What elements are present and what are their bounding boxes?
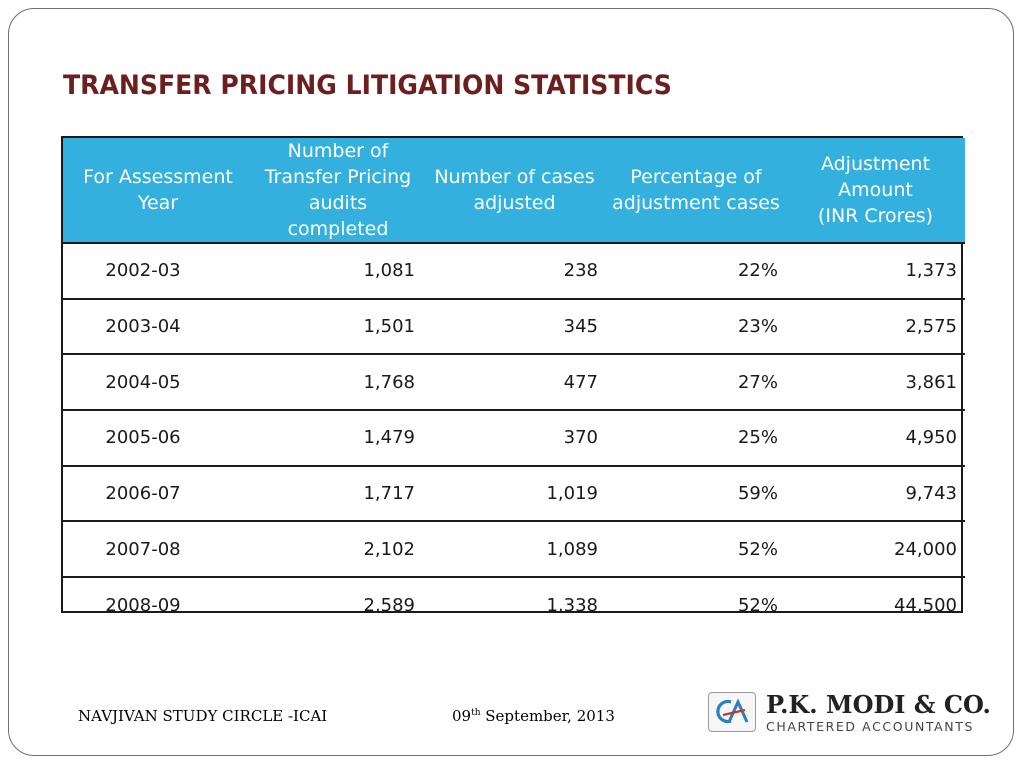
cell-audits-completed: 2,102 bbox=[253, 520, 423, 578]
cell-percentage: 52% bbox=[606, 520, 786, 578]
table-row: 2005-06 1,479 370 25% 4,950 bbox=[63, 409, 965, 466]
cell-cases-adjusted: 1,338 bbox=[423, 576, 606, 633]
ca-a-stroke bbox=[727, 698, 749, 723]
cell-assessment-year: 2007-08 bbox=[63, 520, 253, 578]
cell-assessment-year: 2008-09 bbox=[63, 576, 253, 633]
header-assessment-year: For Assessment Year bbox=[63, 138, 253, 244]
header-percentage-adjustment: Percentage of adjustment cases bbox=[606, 138, 786, 244]
cell-adjustment-amount: 24,000 bbox=[786, 520, 965, 578]
firm-subtitle: CHARTERED ACCOUNTANTS bbox=[766, 719, 975, 734]
cell-audits-completed: 1,081 bbox=[363, 260, 415, 282]
header-line: For Assessment bbox=[83, 166, 233, 188]
cell-adjustment-amount: 4,950 bbox=[786, 409, 965, 466]
date-rest: September, 2013 bbox=[480, 707, 615, 725]
header-line: audits completed bbox=[287, 192, 389, 240]
cell-assessment-year: 2005-06 bbox=[63, 409, 253, 466]
table-row: 2002-03 1,081 238 22% 1,373 bbox=[63, 243, 965, 299]
table-row: 2007-08 2,102 1,089 52% 24,000 bbox=[63, 520, 965, 578]
firm-logo: P.K. MODI & CO. CHARTERED ACCOUNTANTS bbox=[708, 690, 991, 740]
cell-percentage: 23% bbox=[606, 297, 786, 355]
cell-assessment-year: 2004-05 bbox=[63, 353, 253, 411]
ca-c-stroke bbox=[716, 699, 732, 724]
cell-adjustment-amount: 1,373 bbox=[905, 260, 957, 282]
header-line: Adjustment bbox=[820, 153, 931, 175]
table-row: 2006-07 1,717 1,019 59% 9,743 bbox=[63, 464, 965, 522]
cell-audits-completed: 1,479 bbox=[253, 409, 423, 466]
table-header-row: For Assessment Year Number of Transfer P… bbox=[63, 138, 965, 244]
date-suffix: th bbox=[471, 708, 481, 718]
cell-audits-completed: 2,589 bbox=[253, 576, 423, 633]
footer-date: 09th September, 2013 bbox=[452, 707, 615, 725]
ca-logo-icon bbox=[708, 692, 756, 732]
header-cases-adjusted: Number of cases adjusted bbox=[423, 138, 606, 244]
header-line: Amount bbox=[838, 179, 913, 201]
cell-percentage: 59% bbox=[606, 464, 786, 522]
header-line: Transfer Pricing bbox=[264, 166, 412, 188]
cell-audits-completed: 1,717 bbox=[253, 464, 423, 522]
cell-audits-completed: 1,768 bbox=[253, 353, 423, 411]
header-audits-completed: Number of Transfer Pricing audits comple… bbox=[253, 138, 423, 244]
footer-organization: NAVJIVAN STUDY CIRCLE -ICAI bbox=[78, 707, 328, 725]
cell-percentage: 27% bbox=[606, 353, 786, 411]
header-adjustment-amount: Adjustment Amount (INR Crores) bbox=[786, 138, 965, 244]
cell-percentage: 25% bbox=[606, 409, 786, 466]
header-line: Number of bbox=[287, 140, 389, 162]
header-line: Number of cases bbox=[434, 166, 595, 188]
header-line: adjustment cases bbox=[612, 192, 780, 214]
cell-cases-adjusted: 1,089 bbox=[423, 520, 606, 578]
header-line: Percentage of bbox=[630, 166, 762, 188]
ca-red-swoosh bbox=[722, 708, 746, 717]
ca-mark-svg bbox=[716, 698, 749, 724]
header-line: Year bbox=[137, 192, 179, 214]
header-line: adjusted bbox=[473, 192, 556, 214]
cell-adjustment-amount: 2,575 bbox=[786, 297, 965, 355]
cell-percentage: 52% bbox=[606, 576, 786, 633]
firm-name: P.K. MODI & CO. bbox=[766, 690, 991, 719]
cell-adjustment-amount: 3,861 bbox=[786, 353, 965, 411]
cell-assessment-year: 2006-07 bbox=[63, 464, 253, 522]
cell-audits-completed: 1,501 bbox=[253, 297, 423, 355]
statistics-table: For Assessment Year Number of Transfer P… bbox=[61, 136, 965, 633]
header-line: (INR Crores) bbox=[817, 205, 934, 227]
date-day: 09 bbox=[452, 707, 472, 725]
cell-assessment-year: 2003-04 bbox=[63, 297, 253, 355]
cell-assessment-year: 2002-03 bbox=[105, 260, 181, 282]
table-row: 2004-05 1,768 477 27% 3,861 bbox=[63, 353, 965, 411]
table-row: 2003-04 1,501 345 23% 2,575 bbox=[63, 297, 965, 355]
cell-adjustment-amount: 9,743 bbox=[786, 464, 965, 522]
slide-title: TRANSFER PRICING LITIGATION STATISTICS bbox=[63, 70, 672, 101]
cell-cases-adjusted: 345 bbox=[423, 297, 606, 355]
cell-adjustment-amount: 44,500 bbox=[786, 576, 965, 633]
cell-cases-adjusted: 370 bbox=[423, 409, 606, 466]
cell-cases-adjusted: 1,019 bbox=[423, 464, 606, 522]
table-row: 2008-09 2,589 1,338 52% 44,500 bbox=[63, 576, 965, 633]
cell-cases-adjusted: 238 bbox=[563, 260, 598, 282]
cell-cases-adjusted: 477 bbox=[423, 353, 606, 411]
cell-percentage: 22% bbox=[737, 260, 778, 282]
